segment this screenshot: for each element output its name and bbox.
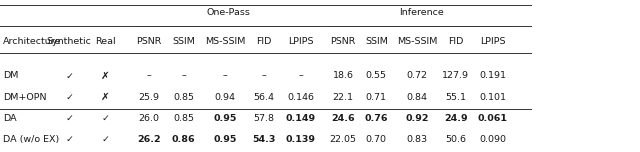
Text: FID: FID <box>256 36 271 46</box>
Text: 24.9: 24.9 <box>444 114 467 123</box>
Text: ✗: ✗ <box>101 71 110 81</box>
Text: 25.9: 25.9 <box>139 93 159 102</box>
Text: 56.4: 56.4 <box>253 93 274 102</box>
Text: Real: Real <box>95 36 116 46</box>
Text: 0.191: 0.191 <box>479 71 506 81</box>
Text: ✓: ✓ <box>65 71 73 81</box>
Text: 0.101: 0.101 <box>479 93 506 102</box>
Text: –: – <box>298 71 303 81</box>
Text: 18.6: 18.6 <box>333 71 353 81</box>
Text: 0.94: 0.94 <box>215 93 236 102</box>
Text: 55.1: 55.1 <box>445 93 466 102</box>
Text: 0.95: 0.95 <box>214 135 237 144</box>
Text: 0.149: 0.149 <box>285 114 316 123</box>
Text: 0.70: 0.70 <box>366 135 387 144</box>
Text: –: – <box>147 71 152 81</box>
Text: 0.76: 0.76 <box>365 114 388 123</box>
Text: 0.71: 0.71 <box>366 93 387 102</box>
Text: 0.85: 0.85 <box>173 93 194 102</box>
Text: ✓: ✓ <box>65 93 73 102</box>
Text: 0.55: 0.55 <box>366 71 387 81</box>
Text: MS-SSIM: MS-SSIM <box>205 36 246 46</box>
Text: 0.92: 0.92 <box>406 114 429 123</box>
Text: 0.72: 0.72 <box>407 71 428 81</box>
Text: ✗: ✗ <box>101 92 110 102</box>
Text: 22.05: 22.05 <box>330 135 356 144</box>
Text: 0.86: 0.86 <box>172 135 195 144</box>
Text: –: – <box>223 71 228 81</box>
Text: 0.95: 0.95 <box>214 114 237 123</box>
Text: One-Pass: One-Pass <box>206 8 250 17</box>
Text: Architecture: Architecture <box>3 36 61 46</box>
Text: 0.85: 0.85 <box>173 114 194 123</box>
Text: –: – <box>181 71 186 81</box>
Text: 0.090: 0.090 <box>479 135 506 144</box>
Text: MS-SSIM: MS-SSIM <box>397 36 438 46</box>
Text: LPIPS: LPIPS <box>480 36 506 46</box>
Text: ✓: ✓ <box>65 135 73 144</box>
Text: PSNR: PSNR <box>330 36 356 46</box>
Text: DA (w/o EX): DA (w/o EX) <box>3 135 60 144</box>
Text: 0.061: 0.061 <box>478 114 508 123</box>
Text: LPIPS: LPIPS <box>288 36 314 46</box>
Text: 57.8: 57.8 <box>253 114 274 123</box>
Text: Inference: Inference <box>399 8 444 17</box>
Text: 54.3: 54.3 <box>252 135 275 144</box>
Text: FID: FID <box>448 36 463 46</box>
Text: PSNR: PSNR <box>136 36 162 46</box>
Text: ✓: ✓ <box>102 135 109 144</box>
Text: 24.6: 24.6 <box>332 114 355 123</box>
Text: 26.0: 26.0 <box>139 114 159 123</box>
Text: 0.146: 0.146 <box>287 93 314 102</box>
Text: 26.2: 26.2 <box>138 135 161 144</box>
Text: SSIM: SSIM <box>172 36 195 46</box>
Text: ✓: ✓ <box>102 114 109 123</box>
Text: DM: DM <box>3 71 19 81</box>
Text: SSIM: SSIM <box>365 36 388 46</box>
Text: 127.9: 127.9 <box>442 71 469 81</box>
Text: Synthetic: Synthetic <box>47 36 92 46</box>
Text: DA: DA <box>3 114 17 123</box>
Text: DM+OPN: DM+OPN <box>3 93 47 102</box>
Text: 0.139: 0.139 <box>286 135 316 144</box>
Text: 0.84: 0.84 <box>407 93 428 102</box>
Text: –: – <box>261 71 266 81</box>
Text: 50.6: 50.6 <box>445 135 466 144</box>
Text: ✓: ✓ <box>65 114 73 123</box>
Text: 22.1: 22.1 <box>333 93 353 102</box>
Text: 0.83: 0.83 <box>406 135 428 144</box>
